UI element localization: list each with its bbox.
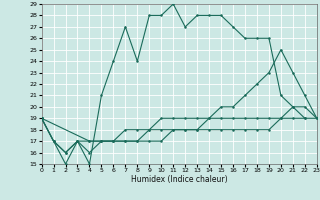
X-axis label: Humidex (Indice chaleur): Humidex (Indice chaleur) xyxy=(131,175,228,184)
